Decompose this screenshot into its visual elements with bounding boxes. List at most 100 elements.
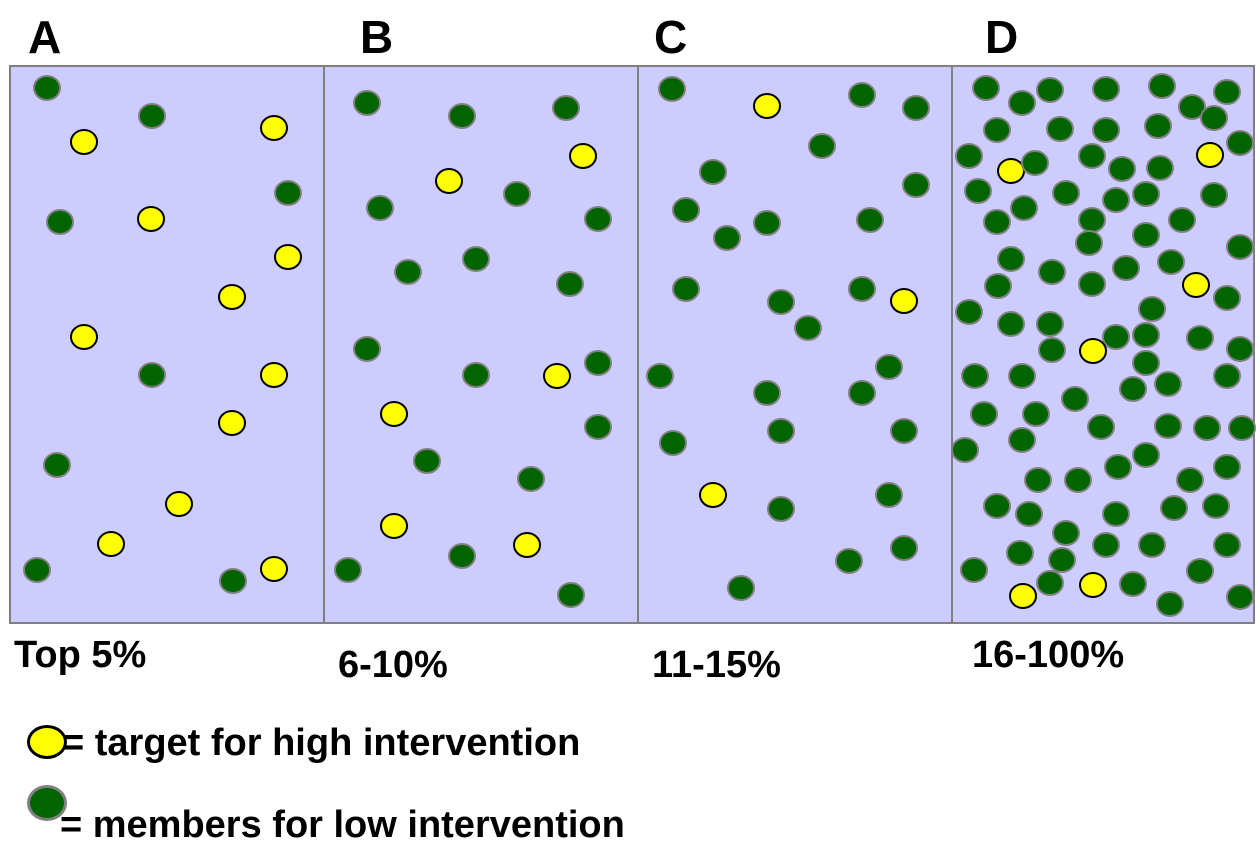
member-dot [699,159,727,185]
member-dot [997,311,1025,337]
member-dot [1176,467,1204,493]
member-dot [1226,584,1254,610]
member-dot [1226,336,1254,362]
target-dot [699,482,727,508]
member-dot [955,299,983,325]
member-dot [1038,259,1066,285]
member-dot [1148,73,1176,99]
member-dot [1078,207,1106,233]
member-dot [1226,130,1254,156]
member-dot [448,543,476,569]
member-dot [658,76,686,102]
panel-letter-d: D [985,11,1019,63]
member-dot [727,575,755,601]
member-dot [1132,350,1160,376]
member-dot [1008,90,1036,116]
member-dot [552,95,580,121]
member-dot [848,276,876,302]
member-dot [1213,363,1241,389]
member-dot [1144,113,1172,139]
member-dot [1078,143,1106,169]
legend-member-text: = members for low intervention [60,804,625,846]
member-dot [848,82,876,108]
member-dot [960,557,988,583]
member-dot [1160,495,1188,521]
member-dot [1200,182,1228,208]
member-dot [1156,591,1184,617]
member-dot [983,493,1011,519]
member-dot [890,418,918,444]
member-dot [1048,547,1076,573]
member-dot [902,95,930,121]
member-dot [1102,501,1130,527]
member-dot [951,437,979,463]
panel-c [637,65,953,624]
member-dot [1064,467,1092,493]
target-dot [260,362,288,388]
member-dot [462,362,490,388]
panel-a [9,65,325,624]
member-dot [1132,181,1160,207]
member-dot [1213,79,1241,105]
member-dot [1008,363,1036,389]
member-dot [997,246,1025,272]
member-dot [753,380,781,406]
member-dot [1154,371,1182,397]
member-dot [1015,501,1043,527]
member-dot [767,418,795,444]
target-dot [1079,572,1107,598]
member-dot [1046,116,1074,142]
member-dot [1052,520,1080,546]
member-dot [1038,337,1066,363]
member-dot [961,363,989,389]
member-dot [1036,570,1064,596]
member-dot [1061,386,1089,412]
member-dot [584,206,612,232]
member-dot [138,362,166,388]
target-dot [1182,272,1210,298]
target-dot [753,93,781,119]
legend-member-icon [27,785,67,821]
legend-target-text: = target for high intervention [62,722,581,764]
member-dot [1119,376,1147,402]
member-dot [1036,77,1064,103]
target-dot [513,532,541,558]
member-dot [984,273,1012,299]
member-dot [23,557,51,583]
legend-target-icon [27,725,67,759]
member-dot [983,209,1011,235]
target-dot [260,556,288,582]
panel-label-a: Top 5% [14,634,147,676]
member-dot [856,207,884,233]
member-dot [1104,454,1132,480]
target-dot [218,410,246,436]
target-dot [890,288,918,314]
member-dot [1112,255,1140,281]
member-dot [1052,180,1080,206]
member-dot [1075,230,1103,256]
member-dot [767,496,795,522]
target-dot [1009,583,1037,609]
member-dot [767,289,795,315]
member-dot [353,336,381,362]
member-dot [219,568,247,594]
member-dot [1200,105,1228,131]
member-dot [1102,324,1130,350]
member-dot [890,535,918,561]
member-dot [33,75,61,101]
target-dot [1079,338,1107,364]
target-dot [70,129,98,155]
member-dot [274,180,302,206]
target-dot [543,363,571,389]
member-dot [503,181,531,207]
member-dot [556,271,584,297]
member-dot [1092,117,1120,143]
target-dot [435,168,463,194]
member-dot [1202,493,1230,519]
target-dot [997,158,1025,184]
target-dot [218,284,246,310]
member-dot [713,225,741,251]
member-dot [875,354,903,380]
member-dot [1132,442,1160,468]
panel-label-c: 11-15% [652,644,781,686]
